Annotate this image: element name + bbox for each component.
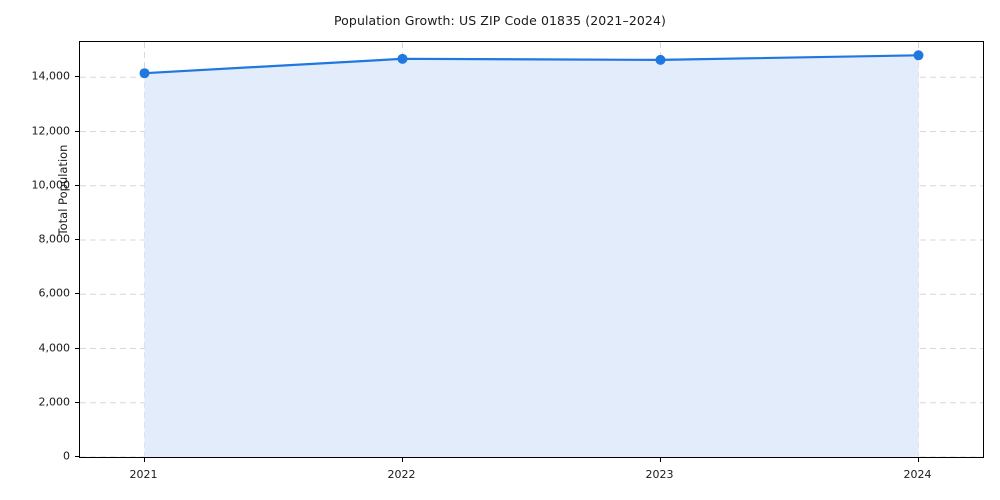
x-tick-mark: [917, 458, 919, 462]
y-tick-label: 6,000: [38, 286, 71, 300]
plot-area: [79, 41, 984, 458]
y-axis-label: Total Population: [56, 144, 70, 236]
x-tick-mark: [659, 458, 661, 462]
data-point-marker: [655, 54, 666, 65]
chart-title: Population Growth: US ZIP Code 01835 (20…: [333, 13, 667, 28]
y-tick-label: 8,000: [38, 232, 71, 246]
x-tick-label: 2022: [387, 468, 416, 481]
y-tick-label: 2,000: [38, 395, 71, 409]
y-tick-label: 12,000: [31, 124, 71, 137]
data-point-marker: [397, 53, 408, 64]
x-tick-label: 2023: [645, 468, 674, 481]
data-line-path: [143, 54, 920, 75]
y-tick-label: 10,000: [31, 178, 71, 192]
y-tick-label: 14,000: [31, 69, 71, 83]
data-point-markers: [139, 50, 924, 79]
data-point-marker: [139, 68, 150, 79]
y-tick-label: 4,000: [38, 341, 71, 354]
x-tick-mark: [143, 458, 145, 462]
plot-svg: [80, 42, 983, 457]
x-tick-mark: [401, 458, 403, 462]
x-tick-label: 2024: [903, 468, 932, 481]
data-point-marker: [913, 50, 924, 61]
y-tick-label: 0: [63, 449, 70, 463]
area-fill-path: [144, 55, 919, 457]
x-tick-label: 2021: [129, 468, 158, 481]
